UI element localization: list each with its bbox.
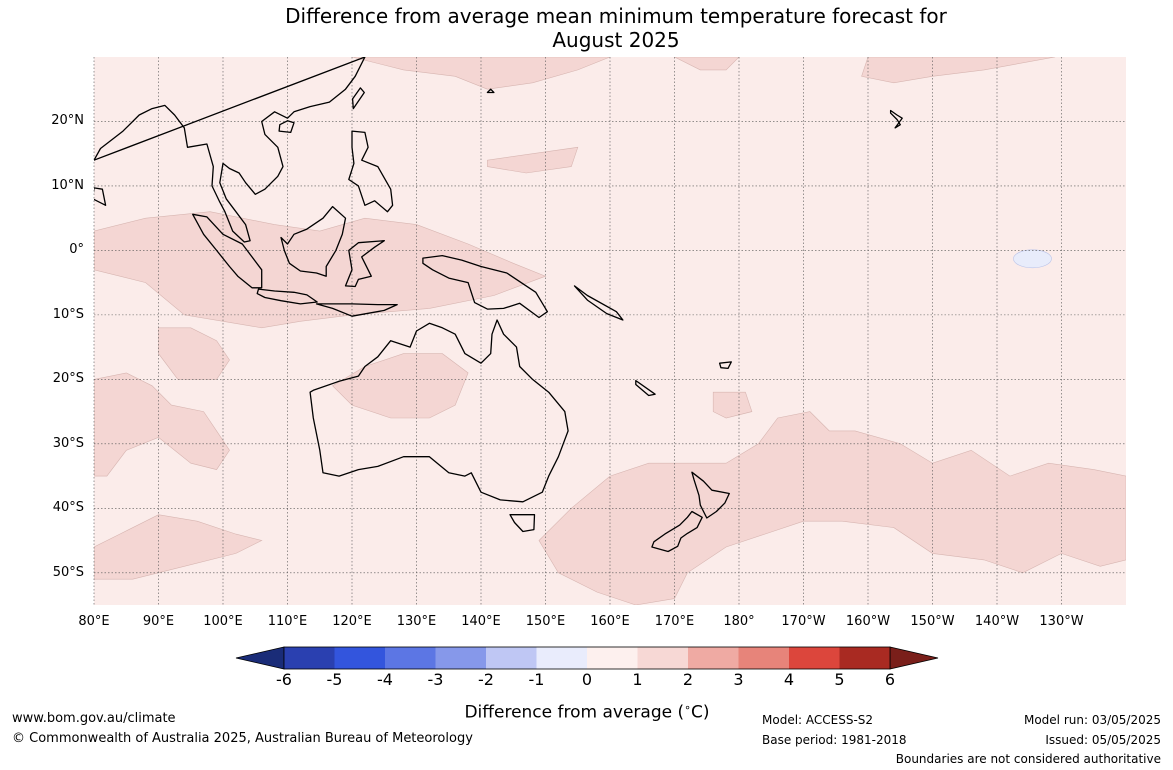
bonin-islands-coastline — [486, 88, 495, 94]
longitude-label: 100°E — [203, 614, 243, 629]
colorbar-bin — [587, 647, 638, 669]
latitude-label: 50°S — [52, 564, 84, 580]
colorbar-tick-label: 4 — [783, 670, 795, 689]
sumatra-coastline — [192, 213, 263, 289]
colorbar-tick-label: -3 — [427, 670, 444, 689]
longitude-label: 160°W — [845, 614, 891, 629]
colorbar-tick-label: 5 — [834, 670, 845, 689]
issued-text: Issued: 05/05/2025 — [1045, 733, 1161, 747]
colorbar-tick-label: -5 — [326, 670, 343, 689]
anomaly-patch — [487, 146, 579, 174]
new-guinea-coastline — [422, 254, 549, 319]
hawaii-coastline — [889, 109, 903, 129]
longitude-label: 110°E — [267, 614, 308, 629]
cool-anomaly-patch — [1013, 249, 1052, 269]
colorbar-tick-label: 2 — [682, 670, 694, 689]
coastlines — [94, 57, 903, 553]
latitude-label: 10°N — [51, 177, 84, 193]
anomaly-patch — [861, 57, 1056, 84]
longitude-label: 180° — [723, 614, 755, 629]
title-line-2: August 2025 — [552, 28, 680, 52]
colorbar-frame — [283, 646, 891, 670]
colorbar — [235, 646, 939, 670]
latitude-label: 40°S — [52, 500, 84, 516]
base-period-text: Base period: 1981-2018 — [762, 733, 907, 747]
colorbar-tick-label: -2 — [478, 670, 494, 689]
philippines-coastline — [348, 130, 394, 213]
disclaimer-text: Boundaries are not considered authoritat… — [895, 752, 1161, 766]
new-caledonia-coastline — [635, 379, 656, 397]
java-coastline — [256, 288, 318, 305]
chart-title: Difference from average mean minimum tem… — [0, 4, 1173, 52]
solomon-islands-coastline — [573, 285, 624, 321]
longitude-label: 140°E — [461, 614, 501, 629]
longitude-label: 170°W — [781, 614, 826, 629]
model-text: Model: ACCESS-S2 — [762, 713, 874, 727]
latitude-label: 10°S — [52, 306, 84, 322]
longitude-label: 90°E — [142, 614, 175, 629]
tasmania-coastline — [509, 514, 536, 533]
model-run-text: Model run: 03/05/2025 — [1023, 713, 1161, 727]
colorbar-bin — [536, 647, 587, 669]
title-line-1: Difference from average mean minimum tem… — [285, 4, 947, 28]
mainland-asia-coastline — [94, 57, 366, 243]
latitude-label: 20°S — [52, 371, 84, 387]
latitude-label: 20°N — [51, 113, 84, 129]
website-link[interactable]: www.bom.gov.au/climate — [12, 711, 176, 726]
colorbar-tick-label: -4 — [377, 670, 393, 689]
colorbar-bin — [789, 647, 840, 669]
latitude-label: 0° — [69, 242, 84, 258]
colorbar-under-extension — [235, 646, 285, 670]
anomaly-patch — [94, 211, 547, 329]
longitude-label: 170°E — [654, 614, 695, 629]
hainan-coastline — [278, 120, 295, 134]
anomaly-patch — [674, 57, 740, 71]
taiwan-coastline — [351, 87, 365, 110]
colorbar-tick-label: 6 — [884, 670, 896, 689]
latitude-label: 30°S — [52, 435, 84, 451]
longitude-label: 160°E — [590, 614, 630, 629]
longitude-label: 130°E — [396, 614, 437, 629]
colorbar-tick-label: 1 — [632, 670, 643, 689]
lesser-sunda-coastline — [315, 303, 398, 317]
new-zealand-south-island — [651, 510, 703, 553]
colorbar-bin — [435, 647, 486, 669]
colorbar-bin — [385, 647, 436, 669]
colorbar-bin — [284, 647, 335, 669]
longitude-label: 80°E — [78, 614, 110, 629]
borneo-coastline — [280, 205, 347, 277]
colorbar-tick-label: 0 — [581, 670, 593, 689]
copyright-text: © Commonwealth of Australia 2025, Austra… — [12, 731, 473, 746]
colorbar-bin — [738, 647, 789, 669]
colorbar-tick-label: -1 — [528, 670, 545, 689]
longitude-label: 140°W — [974, 614, 1020, 629]
colorbar-bin — [839, 647, 890, 669]
longitude-label: 150°W — [910, 614, 955, 629]
longitude-label: 150°E — [525, 614, 566, 629]
sulawesi-coastline — [344, 240, 385, 288]
colorbar-title: Difference from average (∘C) — [464, 701, 710, 723]
anomaly-patch — [332, 353, 469, 419]
sri-lanka-coastline — [94, 187, 107, 206]
fiji-coastline — [718, 361, 732, 370]
australia-coastline — [309, 319, 569, 503]
colorbar-bin — [334, 647, 385, 669]
colorbar-tick-label: 3 — [733, 670, 744, 689]
colorbar-bin — [486, 647, 537, 669]
anomaly-patch — [94, 514, 263, 580]
colorbar-tick-label: -6 — [276, 670, 292, 689]
graticule — [93, 57, 1126, 605]
colorbar-over-extension — [889, 646, 939, 670]
longitude-label: 130°W — [1039, 614, 1084, 629]
new-zealand-north-island — [691, 471, 730, 519]
colorbar-bin — [688, 647, 739, 669]
colorbar-bin — [637, 647, 688, 669]
longitude-label: 120°E — [332, 614, 372, 629]
